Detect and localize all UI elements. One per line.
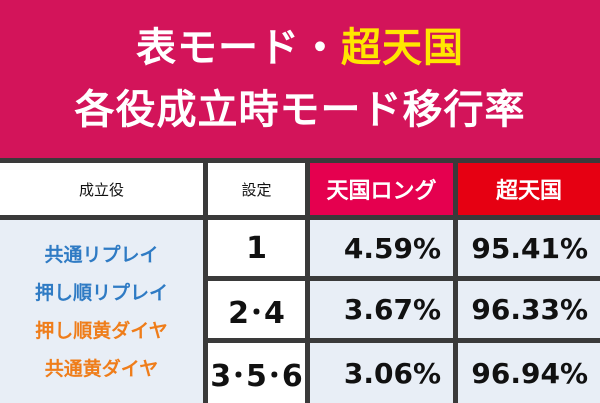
rate-cell: 3.67% bbox=[310, 281, 453, 338]
column-header: 超天国 bbox=[458, 163, 600, 215]
rate-cell: 3.06% bbox=[310, 343, 453, 403]
title-highlight: 超天国 bbox=[341, 25, 464, 71]
rate-cell: 96.33% bbox=[458, 281, 600, 338]
setting-cell: 3･5･6 bbox=[208, 343, 305, 403]
title-line: 表モード・超天国 bbox=[136, 17, 464, 79]
column-header: 成立役 bbox=[0, 163, 203, 215]
rate-cell: 96.94% bbox=[458, 343, 600, 403]
title-text: 表モード・ bbox=[136, 25, 341, 71]
column-header: 設定 bbox=[208, 163, 305, 215]
setting-cell: 1 bbox=[208, 220, 305, 276]
title-banner: 表モード・超天国 各役成立時モード移行率 bbox=[0, 0, 600, 158]
title-line: 各役成立時モード移行率 bbox=[74, 87, 526, 133]
rate-cell: 95.41% bbox=[458, 220, 600, 276]
setting-cell: 2･4 bbox=[208, 281, 305, 338]
role-line: 共通黄ダイヤ bbox=[44, 357, 159, 380]
column-header: 天国ロング bbox=[310, 163, 453, 215]
role-cell: 共通リプレイ 押し順リプレイ 押し順黄ダイヤ 共通黄ダイヤ bbox=[0, 220, 203, 403]
role-line: 共通リプレイ bbox=[44, 243, 159, 266]
rate-cell: 4.59% bbox=[310, 220, 453, 276]
role-line: 押し順黄ダイヤ bbox=[35, 319, 168, 342]
role-line: 押し順リプレイ bbox=[34, 281, 168, 304]
